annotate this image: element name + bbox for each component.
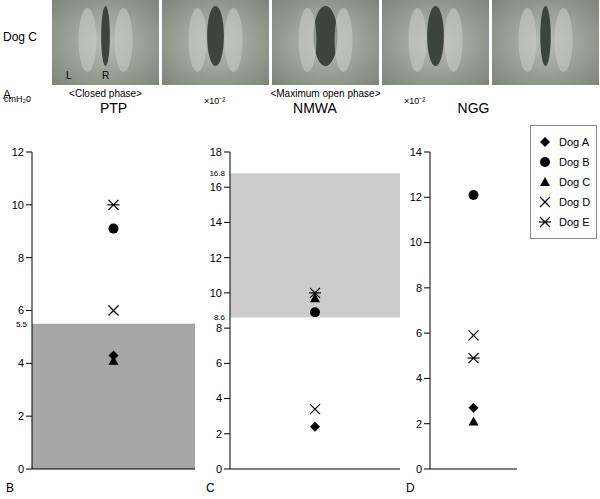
svg-text:16: 16 xyxy=(210,181,222,193)
html-text:PTP: PTP xyxy=(99,100,128,116)
html-text:×10⁻²: ×10⁻² xyxy=(404,96,426,106)
svg-text:18: 18 xyxy=(210,146,222,158)
html-text:R: R xyxy=(102,70,110,81)
svg-text:2: 2 xyxy=(416,418,422,430)
svg-text:4: 4 xyxy=(216,392,222,404)
html-text:B: B xyxy=(6,481,14,495)
svg-text:10: 10 xyxy=(410,236,422,248)
svg-text:0: 0 xyxy=(18,463,24,475)
svg-text:6: 6 xyxy=(18,304,24,316)
svg-text:5.5: 5.5 xyxy=(16,320,28,329)
svg-text:4: 4 xyxy=(18,357,24,369)
svg-text:0: 0 xyxy=(416,463,422,475)
svg-text:6: 6 xyxy=(216,357,222,369)
svg-text:14: 14 xyxy=(410,146,422,158)
html-text:cmH₂0: cmH₂0 xyxy=(4,94,31,104)
html-text:A: A xyxy=(3,88,11,102)
html-text:NMWA: NMWA xyxy=(293,100,337,116)
svg-text:16.8: 16.8 xyxy=(209,169,225,178)
html-text:Dog E: Dog E xyxy=(559,216,590,228)
html-text:Dog B: Dog B xyxy=(559,156,590,168)
svg-text:12: 12 xyxy=(410,191,422,203)
svg-text:2: 2 xyxy=(18,410,24,422)
svg-text:10: 10 xyxy=(210,287,222,299)
html-text:Dog A: Dog A xyxy=(559,136,589,148)
html-text:Dog C: Dog C xyxy=(3,30,37,44)
html-text:Dog D: Dog D xyxy=(559,196,591,208)
svg-text:2: 2 xyxy=(216,428,222,440)
html-text:<Closed phase>: <Closed phase> xyxy=(69,88,142,99)
html-text:C: C xyxy=(206,481,215,495)
svg-text:12: 12 xyxy=(12,146,24,158)
svg-text:8.6: 8.6 xyxy=(214,313,226,322)
svg-text:0: 0 xyxy=(216,463,222,475)
html-text:<Maximum open phase>: <Maximum open phase> xyxy=(270,88,381,99)
html-text:Dog C: Dog C xyxy=(559,176,591,188)
svg-text:8: 8 xyxy=(416,282,422,294)
svg-text:4: 4 xyxy=(416,372,422,384)
html-text:×10⁻²: ×10⁻² xyxy=(204,96,226,106)
svg-text:10: 10 xyxy=(12,199,24,211)
svg-text:14: 14 xyxy=(210,216,222,228)
html-text:L: L xyxy=(66,70,72,81)
svg-text:12: 12 xyxy=(210,252,222,264)
html-text:NGG: NGG xyxy=(457,100,490,116)
svg-text:8: 8 xyxy=(18,252,24,264)
svg-text:6: 6 xyxy=(416,327,422,339)
html-text:D: D xyxy=(406,481,415,495)
svg-text:8: 8 xyxy=(216,322,222,334)
